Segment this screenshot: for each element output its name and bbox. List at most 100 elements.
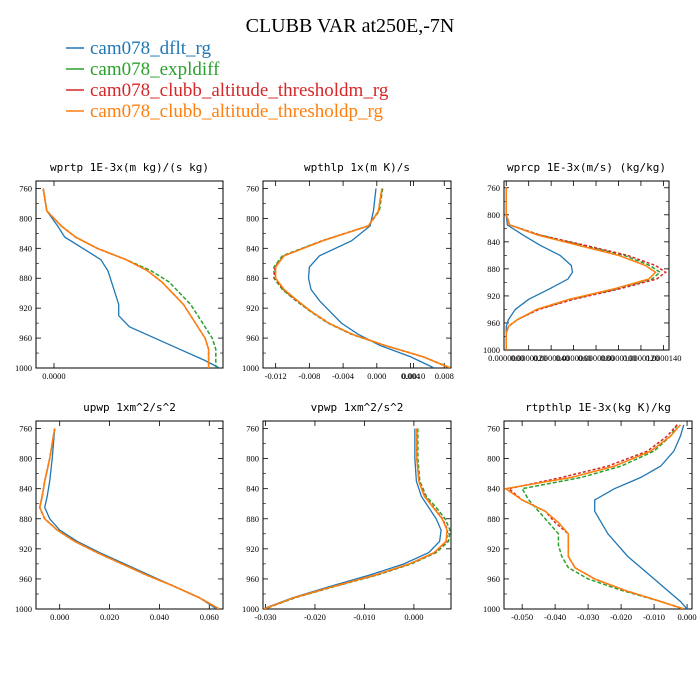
y-tick-label: 880 — [246, 514, 259, 524]
series-line — [507, 424, 684, 609]
y-tick-label: 1000 — [483, 604, 500, 614]
x-tick-label: 0.0000080 — [578, 353, 614, 363]
plot-frame — [35, 420, 224, 610]
panel-title: wprtp 1E-3x(m kg)/(s kg) — [50, 161, 209, 174]
y-tick-label: 960 — [19, 333, 32, 343]
series-line — [263, 428, 442, 609]
series-line — [520, 424, 684, 609]
series-line — [42, 188, 217, 368]
x-tick-label: 0.0000140 — [645, 353, 681, 363]
legend-label: cam078_expldiff — [90, 59, 220, 80]
series-line — [263, 428, 448, 609]
panel-title: rtpthlp 1E-3x(kg K)/kg — [525, 401, 671, 414]
legend-entry: cam078_clubb_altitude_thresholdm_rg — [66, 80, 389, 101]
y-tick-label: 880 — [487, 264, 500, 274]
x-tick-label: 0.0000060 — [556, 353, 592, 363]
y-tick-label: 760 — [487, 183, 500, 193]
chart-panels: wprtp 1E-3x(m kg)/(s kg) 760 800 840 880 920 9… — [15, 161, 697, 622]
x-tick-label: 0.060 — [200, 612, 219, 622]
series-line — [505, 187, 662, 350]
legend-entry: cam078_dflt_rg — [66, 38, 212, 59]
series-line — [38, 428, 220, 609]
x-tick-label: -0.030 — [577, 612, 599, 622]
y-tick-label: 880 — [246, 273, 259, 283]
x-tick-label: 0.000 — [50, 612, 69, 622]
plot-frame — [262, 180, 452, 369]
x-tick-label: -0.050 — [511, 612, 533, 622]
y-tick-label: 840 — [487, 484, 500, 494]
y-tick-label: 800 — [487, 210, 500, 220]
y-tick-label: 920 — [487, 544, 500, 554]
panel-title: upwp 1xm^2/s^2 — [83, 401, 176, 414]
series-line — [264, 428, 451, 609]
y-tick-label: 880 — [19, 273, 32, 283]
y-tick-label: 840 — [487, 237, 500, 247]
x-tick-label: 0.0000 — [42, 371, 65, 381]
x-tick-label: -0.008 — [298, 371, 320, 381]
y-tick-label: 760 — [19, 183, 32, 193]
series-line — [38, 428, 220, 609]
x-tick-label: 0.0000040 — [533, 353, 569, 363]
x-tick-label: 0.008 — [435, 371, 454, 381]
chart-panel: wprcp 1E-3x(m/s) (kg/kg) 760 800 840 880 920 9… — [483, 161, 681, 363]
series-line — [594, 424, 688, 609]
y-tick-label: 1000 — [483, 345, 500, 355]
y-tick-label: 800 — [246, 454, 259, 464]
series-line — [274, 188, 451, 368]
y-tick-label: 1000 — [15, 604, 32, 614]
y-tick-label: 760 — [19, 424, 32, 434]
x-tick-label: -0.020 — [304, 612, 326, 622]
x-tick-label: 0.0000120 — [623, 353, 659, 363]
y-tick-label: 1000 — [242, 604, 259, 614]
plot-frame — [503, 180, 670, 351]
y-tick-label: 800 — [19, 454, 32, 464]
series-line — [44, 428, 218, 609]
y-tick-label: 800 — [487, 454, 500, 464]
x-tick-label: 0.0000020 — [511, 353, 547, 363]
chart-panel: wprtp 1E-3x(m kg)/(s kg) 760 800 840 880 920 9… — [15, 161, 425, 381]
y-tick-label: 840 — [246, 243, 259, 253]
plot-frame — [503, 420, 693, 610]
plot-frame — [35, 180, 224, 369]
series-line — [274, 188, 451, 368]
series-line — [42, 188, 210, 368]
legend-label: cam078_clubb_altitude_thresholdm_rg — [90, 80, 389, 101]
y-tick-label: 760 — [246, 183, 259, 193]
series-line — [42, 188, 220, 368]
plot-frame — [262, 420, 452, 610]
y-tick-label: 920 — [19, 303, 32, 313]
y-tick-label: 840 — [19, 243, 32, 253]
y-tick-label: 840 — [246, 484, 259, 494]
panel-title: vpwp 1xm^2/s^2 — [311, 401, 404, 414]
y-tick-label: 960 — [19, 574, 32, 584]
y-tick-label: 760 — [487, 424, 500, 434]
y-tick-label: 920 — [246, 544, 259, 554]
y-tick-label: 800 — [19, 213, 32, 223]
panel-title: wprcp 1E-3x(m/s) (kg/kg) — [507, 161, 666, 174]
series-line — [38, 428, 220, 609]
legend-entry: cam078_clubb_altitude_thresholdp_rg — [66, 101, 384, 122]
y-tick-label: 920 — [487, 291, 500, 301]
x-tick-label: 0.004 — [401, 371, 421, 381]
series-line — [505, 187, 574, 350]
chart-panel: wpthlp 1x(m K)/s 760 800 840 880 920 960 1000 -0… — [242, 161, 454, 381]
chart-panel: upwp 1xm^2/s^2 760 800 840 880 920 960 1000 0.00… — [15, 401, 224, 622]
y-tick-label: 920 — [246, 303, 259, 313]
series-line — [273, 188, 451, 368]
x-tick-label: 0.0000100 — [600, 353, 636, 363]
y-tick-label: 960 — [246, 333, 259, 343]
y-tick-label: 880 — [487, 514, 500, 524]
x-tick-label: -0.010 — [353, 612, 375, 622]
series-line — [505, 187, 667, 350]
legend-label: cam078_dflt_rg — [90, 38, 212, 59]
legend-entry: cam078_expldiff — [66, 59, 220, 80]
x-tick-label: 0.0010 — [402, 371, 425, 381]
x-tick-label: -0.040 — [544, 612, 566, 622]
series-line — [504, 424, 684, 609]
series-line — [505, 187, 657, 350]
y-tick-label: 960 — [487, 574, 500, 584]
x-tick-label: 0.000 — [677, 612, 696, 622]
x-tick-label: 0.0000000 — [488, 353, 524, 363]
legend: cam078_dflt_rgcam078_expldiffcam078_club… — [66, 38, 389, 122]
x-tick-label: -0.012 — [265, 371, 287, 381]
